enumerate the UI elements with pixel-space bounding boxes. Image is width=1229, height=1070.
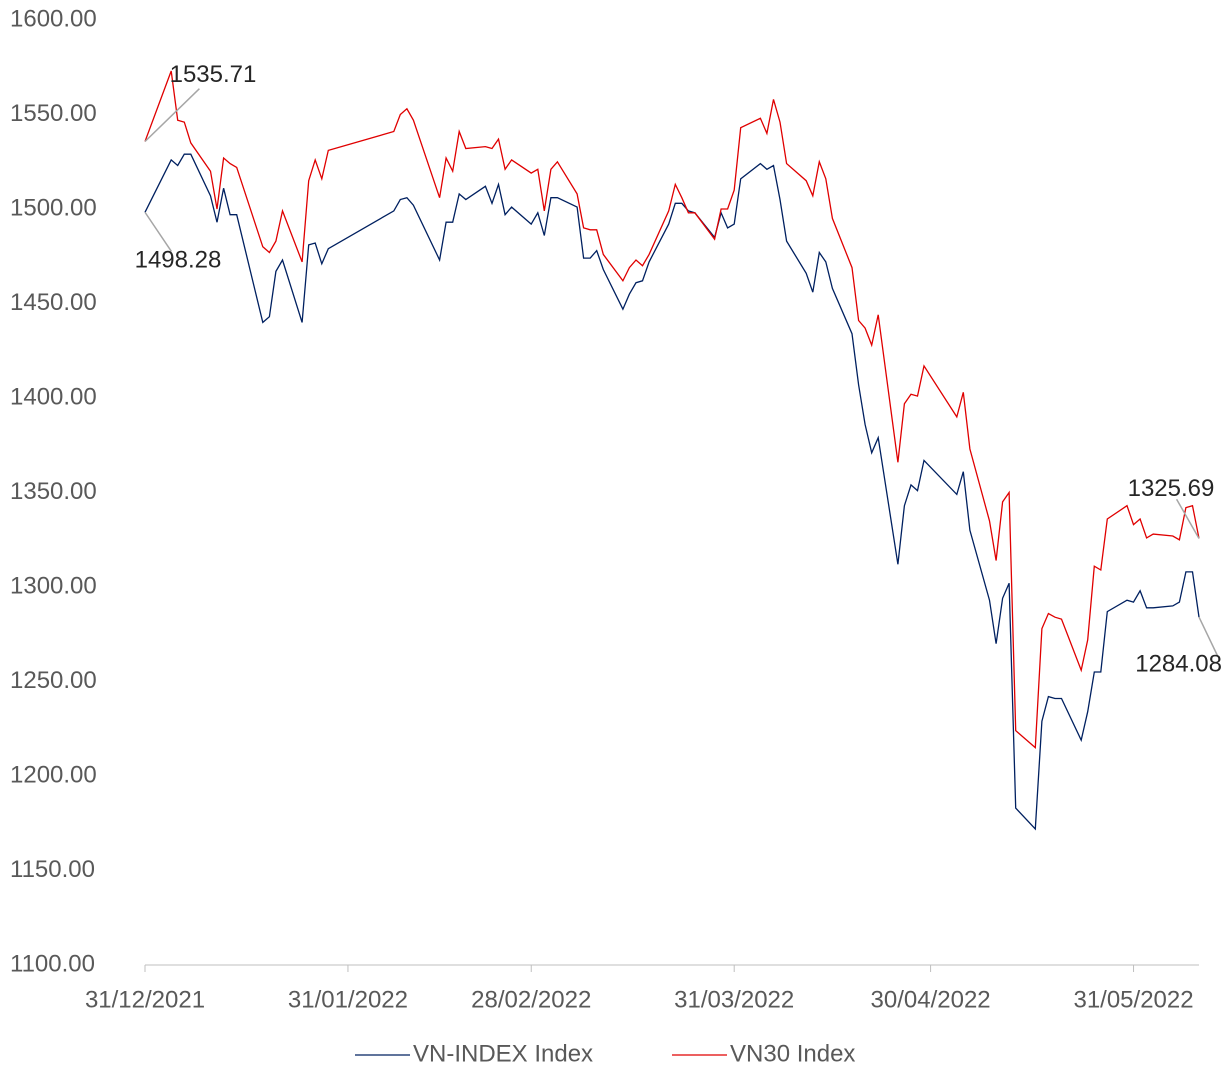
x-tick-label: 31/03/2022 [674, 986, 794, 1013]
x-tick-label: 31/01/2022 [288, 986, 408, 1013]
leader-line [1198, 616, 1219, 656]
data-label: 1284.08 [1135, 650, 1222, 677]
y-tick-label: 1500.00 [10, 194, 97, 221]
data-label: 1535.71 [170, 61, 257, 88]
data-label: 1325.69 [1128, 475, 1215, 502]
y-tick-label: 1400.00 [10, 383, 97, 410]
y-tick-label: 1450.00 [10, 289, 97, 316]
y-tick-label: 1300.00 [10, 572, 97, 599]
x-tick-label: 28/02/2022 [471, 986, 591, 1013]
y-tick-label: 1200.00 [10, 761, 97, 788]
x-tick-label: 31/05/2022 [1073, 986, 1193, 1013]
legend-label: VN-INDEX Index [413, 1040, 593, 1067]
series-line [144, 70, 1200, 749]
data-label: 1498.28 [135, 247, 222, 274]
y-tick-label: 1250.00 [10, 667, 97, 694]
y-tick-label: 1100.00 [10, 950, 95, 977]
y-tick-label: 1600.00 [10, 5, 97, 32]
x-tick-label: 30/04/2022 [871, 986, 991, 1013]
leader-line [144, 88, 200, 143]
y-tick-label: 1150.00 [10, 856, 95, 883]
y-tick-label: 1350.00 [10, 478, 97, 505]
leader-line [1175, 498, 1200, 539]
legend-label: VN30 Index [730, 1040, 855, 1067]
y-tick-label: 1550.00 [10, 100, 97, 127]
x-tick-label: 31/12/2021 [85, 986, 205, 1013]
leader-line [144, 211, 173, 252]
